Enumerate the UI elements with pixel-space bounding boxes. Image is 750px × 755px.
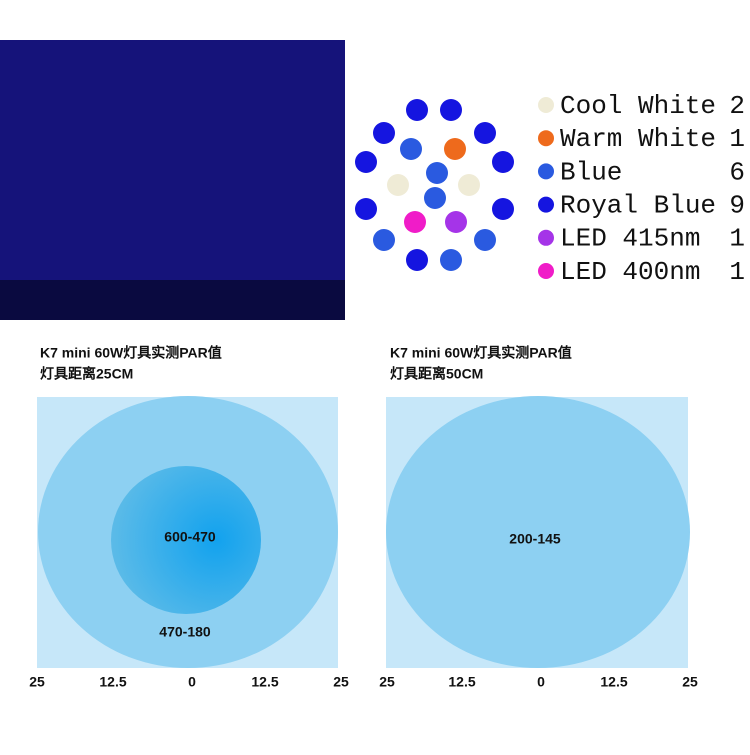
axis-bg (0, 280, 345, 320)
par-map-right (386, 396, 690, 668)
legend-dot (538, 196, 554, 213)
legend-count: 1 (729, 124, 745, 154)
legend-dot (538, 163, 554, 180)
legend-count: 9 (729, 190, 745, 220)
axis-label: 12.5 (448, 674, 475, 690)
legend-dot (538, 263, 554, 279)
legend-label: LED 400nm (560, 257, 700, 287)
legend-label: Blue (560, 157, 622, 187)
legend-dot (538, 229, 554, 246)
legend-count: 1 (729, 224, 745, 254)
axis-label: 25 (29, 674, 45, 690)
zone-label: 470-180 (159, 624, 211, 640)
axis-label: 25 (333, 674, 349, 690)
spectrum-panel (0, 40, 345, 320)
axis-label: 25 (682, 674, 698, 690)
panel-bg (0, 40, 345, 320)
zone-label: 600-470 (164, 529, 216, 545)
axis-label: 0 (537, 674, 545, 690)
par-map-left (37, 396, 338, 668)
legend: Cool White 2 Warm White 1 Blue 6 Royal Blue 9 LE… (538, 91, 745, 287)
legend-dot (538, 97, 554, 113)
legend-label: Warm White (560, 124, 716, 154)
axis-label: 12.5 (251, 674, 278, 690)
zone-label: 200-145 (509, 531, 561, 547)
axis-label: 0 (188, 674, 196, 690)
axis-label: 12.5 (600, 674, 627, 690)
legend-label: LED 415nm (560, 224, 700, 254)
legend-label: Royal Blue (560, 190, 716, 220)
led-layout (355, 99, 514, 271)
legend-count: 1 (729, 257, 745, 287)
legend-count: 6 (729, 157, 745, 187)
axis-label: 25 (379, 674, 395, 690)
legend-label: Cool White (560, 91, 716, 121)
map-subtitle: 灯具距离25CM (40, 366, 133, 382)
map-title: K7 mini 60W灯具实测PAR值 (40, 345, 222, 361)
axis-label: 12.5 (99, 674, 126, 690)
legend-count: 2 (729, 91, 745, 121)
map-subtitle: 灯具距离50CM (390, 366, 483, 382)
map-title: K7 mini 60W灯具实测PAR值 (390, 345, 572, 361)
legend-dot (538, 130, 554, 147)
